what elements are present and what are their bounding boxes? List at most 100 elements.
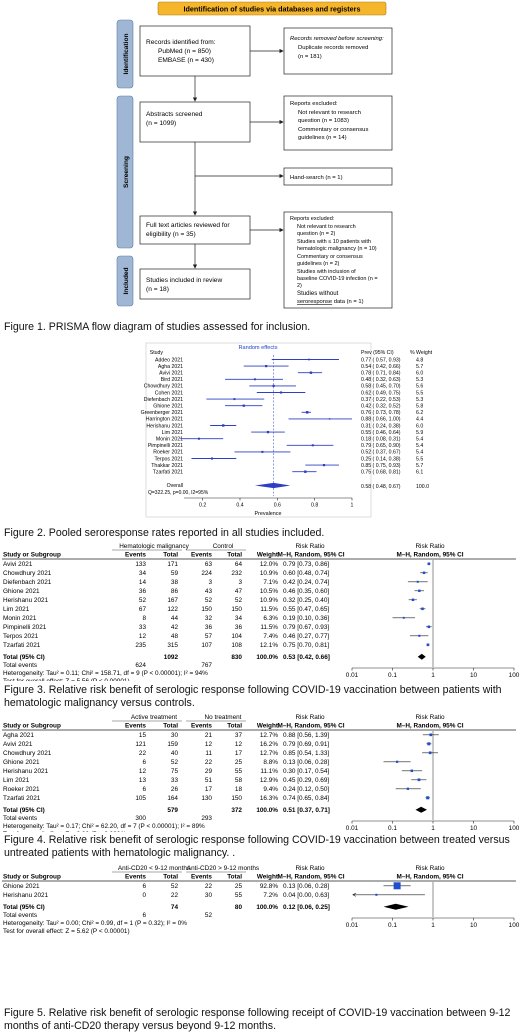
fulltext-line1: Full text articles reviewed for [146,222,230,229]
rr-events2: 21 [205,732,213,739]
rr-total1: 86 [171,588,179,595]
rr-total1: 159 [167,741,178,748]
rr-col-total2: Total [227,552,242,559]
rr-total-events1: 624 [135,662,146,669]
rr-events2: 3 [208,579,212,586]
rr-weight: 10.5% [260,588,278,595]
rr-study-name: Lim 2021 [3,777,30,784]
records-removed-line2: (n = 181) [298,54,322,60]
forest2-weight-text: 5.4 [416,450,423,456]
rr-events1: 121 [135,741,146,748]
rr-events1: 12 [139,768,147,775]
records-identified-pubmed: PubMed (n = 850) [158,48,211,55]
forest2-study-name: Addeo 2021 [155,357,183,363]
reports-excluded-box-2 [283,211,393,309]
rr-study-name: Herishanu 2021 [3,597,49,604]
svg-text:Reports excluded: Not rele: Reports excluded: Not relevant to resear… [290,216,379,289]
included-line2: (n = 18) [146,286,169,293]
rr-events2: 17 [205,786,213,793]
rr-total1: 171 [167,561,178,568]
rr-study-name: Herishanu 2021 [3,892,49,899]
rr-point [427,562,431,566]
forest2-weight-text: 5.6 [416,384,423,390]
rr-weight: 8.8% [263,759,278,766]
rr-col-total2: Total [227,874,242,881]
rr-axis-tick-label: 100 [509,825,520,832]
rr-weight: 12.1% [260,642,278,649]
svg-text:seroresponse data (n = 1): seroresponse data (n = 1) [297,299,364,305]
rr-weight: 6.3% [263,615,278,622]
rr-events1: 15 [139,732,147,739]
excluded1-line: Not relevant to research [298,110,361,116]
forest2-col-weight: % Weight [410,350,433,356]
rr-total1: 40 [171,750,179,757]
rr-col-method: M–H, Random, 95% CI [277,552,344,559]
rr-events1: 13 [139,777,147,784]
forest2-overall-diamond [254,482,291,489]
rr-forest-plot-treatment: Active treatment No treatment Risk Ratio Ri… [2,714,520,832]
forest2-study-name: Thakkar 2021 [151,463,183,469]
rr-events2: 52 [205,597,213,604]
rr-axis-tick-label: 1 [431,825,435,832]
forest2-study-name: Ghione 2021 [153,404,183,410]
forest2-heterogeneity: Q=322.25, p=0.00, I2=95% [148,490,209,496]
rr-heterogeneity: Heterogeneity: Tau² = 0.11; Chi² = 158.7… [3,670,208,677]
forest2-point [304,470,307,473]
forest2-study-name: Bird 2021 [161,377,183,383]
forest2-weight-text: 5.8 [416,404,423,410]
rr-study-name: Tzarfati 2021 [3,642,41,649]
rr-ci: 0.13 [0.06, 0.28] [283,759,329,766]
forest2-axis: 0.2 0.4 0.6 0.8 1 [184,497,354,509]
forest2-study-name: Monin 2021 [156,437,183,443]
rr-axis-tick-label: 100 [509,672,520,679]
forest2-weight-text: 5.7 [416,463,423,469]
rr-ci: 0.32 [0.25, 0.40] [283,597,329,604]
rr-total2: 3 [238,579,242,586]
rr-total2: 232 [231,570,242,577]
rr-events2: 107 [201,642,212,649]
rr-ci: 0.30 [0.17, 0.54] [283,768,329,775]
rr-header-riskratio-right: Risk Ratio [415,543,445,550]
rr-weight: 10.9% [260,570,278,577]
rr-weight: 10.9% [260,597,278,604]
forest2-weight-text: 5.7 [416,364,423,370]
rr-total2: 104 [231,633,242,640]
forest2-weight-text: 5.9 [416,430,423,436]
forest2-weight-text: 5.3 [416,377,423,383]
rr-total-weight: 100.0% [256,807,278,814]
rr-col-events1: Events [125,723,146,730]
rr-ci: 0.13 [0.06, 0.28] [283,883,329,890]
rr-total1: 33 [171,777,179,784]
rr-weight: 11.1% [260,768,278,775]
rr-col-events2: Events [191,874,212,881]
abstracts-screened-line2: (n = 1099) [146,120,176,127]
forest2-weight-text: 5.5 [416,456,423,462]
rr-weight: 12.7% [260,750,278,757]
forest2-study-name: Chowdhury 2021 [144,384,183,390]
rr-ci: 0.79 [0.67, 0.93] [283,624,329,631]
stage-included-box [116,255,134,307]
stage-screening-label: Screening [123,156,130,188]
rr-events1: 12 [139,633,147,640]
forest2-ci-text: 0.52 ( 0.37, 0.67) [361,450,401,456]
excluded2-last-line2: data (n = 1) [332,299,363,305]
rr-col-total1: Total [163,723,178,730]
figure-1-caption: Figure 1. PRISMA flow diagram of studies… [4,321,311,333]
rr-total-diamond [415,806,427,813]
forest2-ci-text: 0.62 ( 0.49, 0.75) [361,390,401,396]
rr-total1: 75 [171,768,179,775]
rr-study-name: Avivi 2021 [3,741,33,748]
forest2-study-name: Herishanu 2021 [146,423,183,429]
forest2-tick-label: 1 [351,503,354,509]
rr-axis-tick-label: 1 [431,922,435,929]
rr-total-n2: 830 [231,654,242,661]
rr-total1: 38 [171,579,179,586]
rr-ci: 0.60 [0.48, 0.74] [283,570,329,577]
records-identified-box [139,25,251,77]
rr-total2: 52 [235,597,243,604]
rr-point [427,625,431,629]
rr-total1: 52 [171,883,179,890]
forest2-point [311,444,314,447]
rr-events1: 22 [139,750,147,757]
rr-point [375,893,378,896]
